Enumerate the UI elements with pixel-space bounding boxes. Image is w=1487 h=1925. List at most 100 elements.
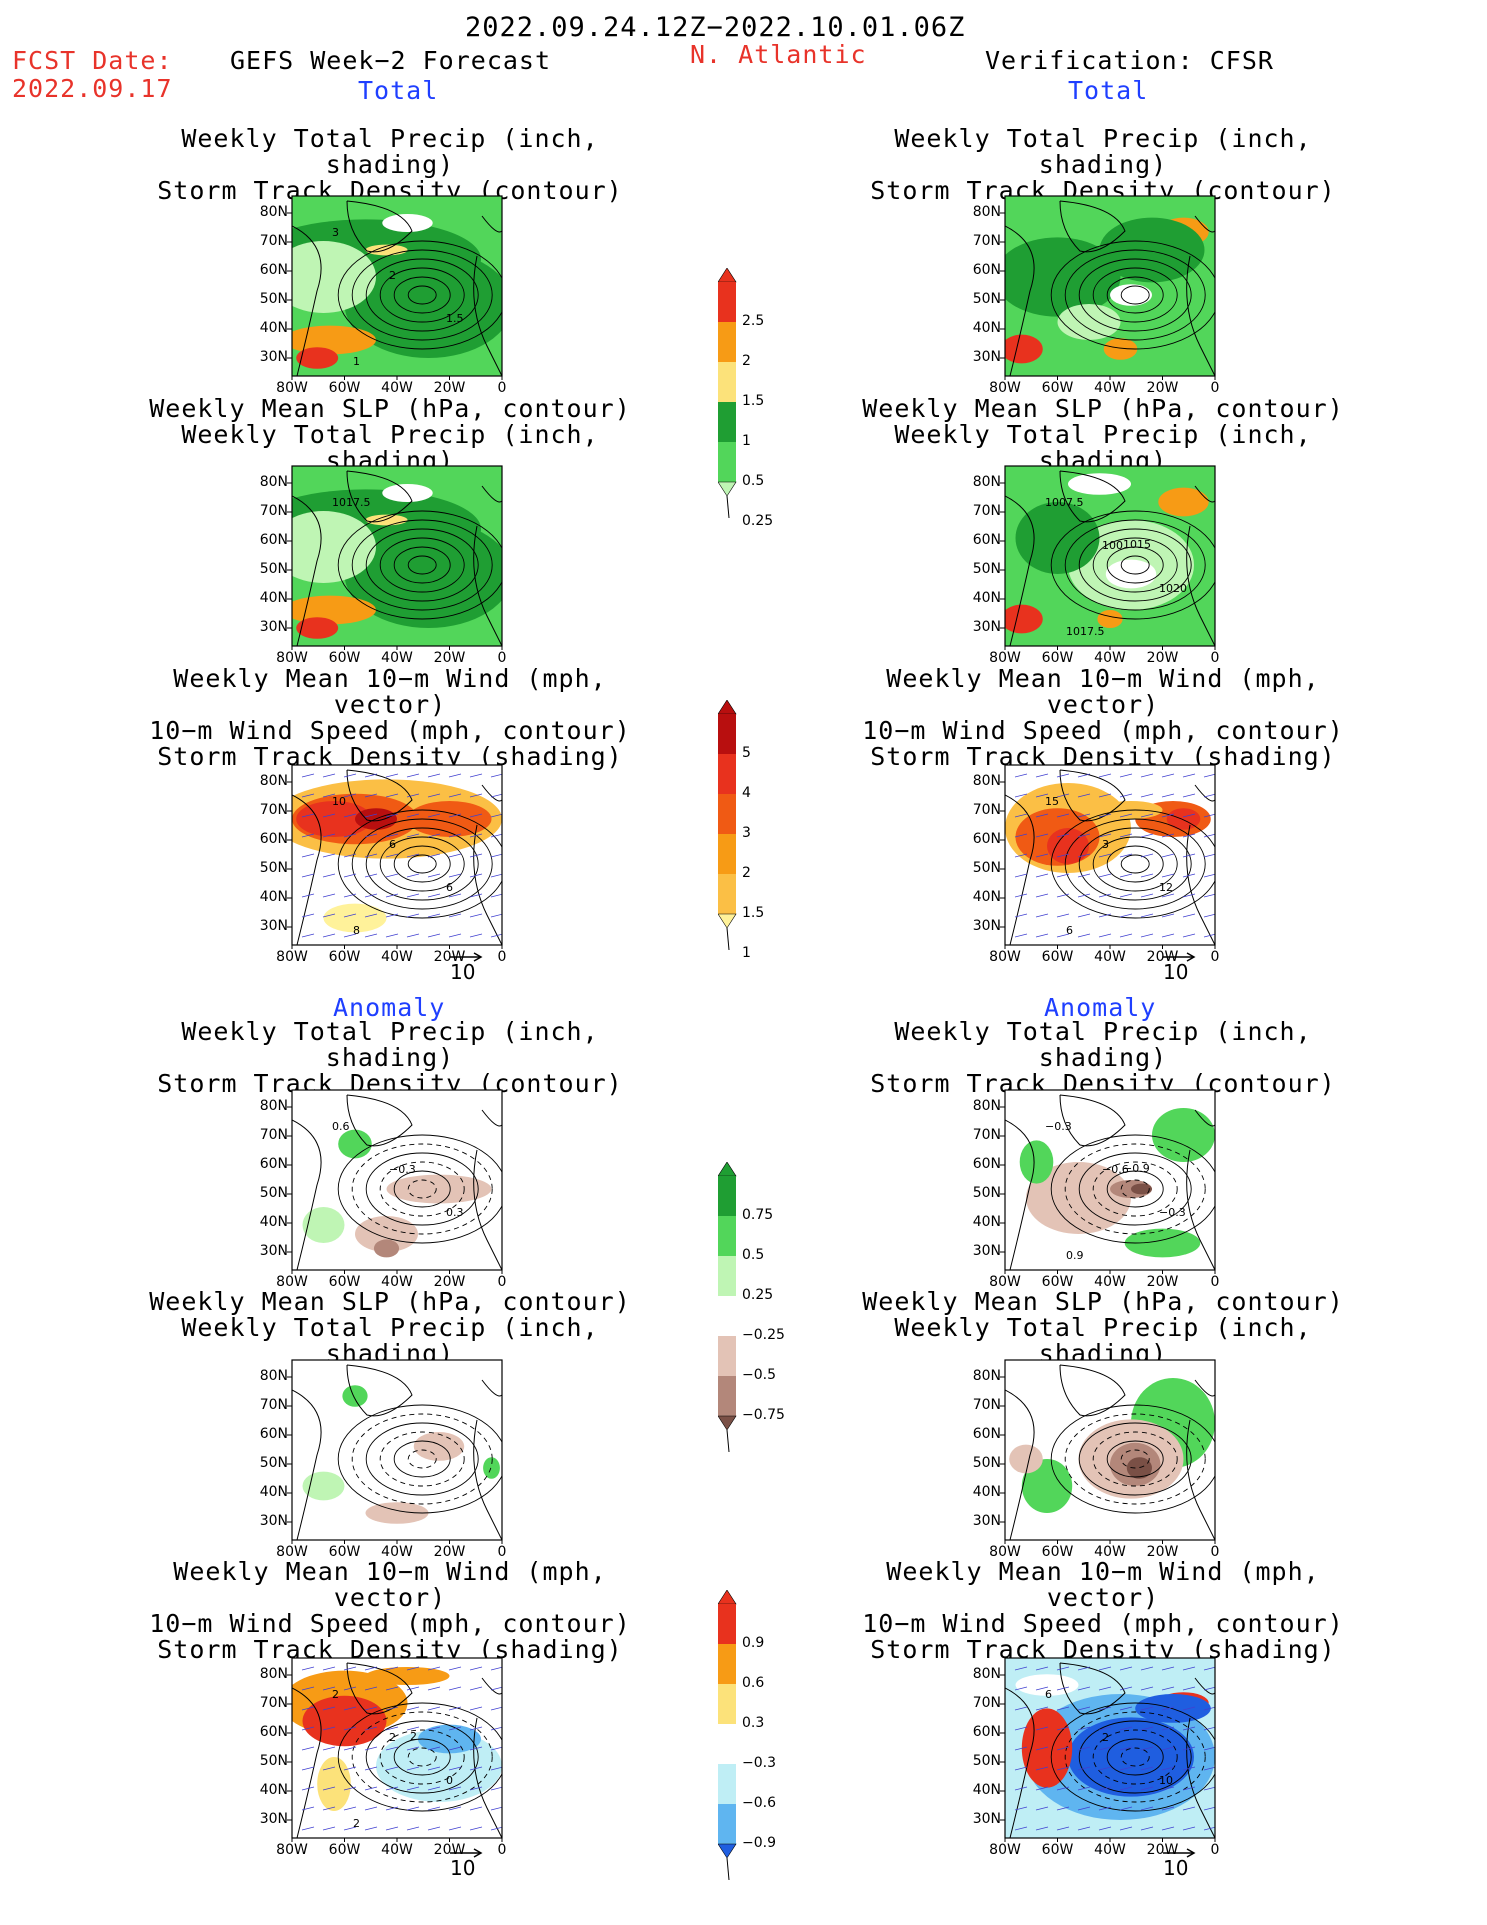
wind-vector <box>1035 1706 1049 1711</box>
contour-line <box>337 240 502 350</box>
wind-vector <box>1098 1686 1112 1691</box>
lat-tick-label: 40N <box>972 889 1001 905</box>
section-total-right: Total <box>1068 76 1149 105</box>
lat-tick-label: 30N <box>259 1513 288 1529</box>
coastline <box>481 1109 502 1127</box>
wind-vector <box>490 1806 502 1811</box>
shading-region <box>292 595 376 625</box>
wind-vector <box>1119 1726 1133 1731</box>
wind-vector <box>1182 1706 1196 1711</box>
shading-region <box>1068 473 1131 495</box>
contour-line <box>407 555 437 575</box>
coastline <box>481 215 502 233</box>
wind-vector <box>1014 1766 1028 1771</box>
contour-line <box>1078 1152 1192 1226</box>
colorbar-label: 2 <box>742 865 751 881</box>
lon-tick-label: 60W <box>328 650 361 666</box>
coastline <box>1059 470 1126 523</box>
colorbar-swatch <box>718 1376 736 1416</box>
coastline <box>346 470 413 523</box>
coastline <box>481 1677 502 1695</box>
title-ver-slp-precip: Weekly Mean SLP (hPa, contour) Weekly To… <box>843 396 1363 474</box>
colorbar-label: 4 <box>742 785 751 801</box>
contour-label: 0.3 <box>446 1206 464 1219</box>
lat-tick-label: 40N <box>259 590 288 606</box>
wind-vector <box>1182 833 1196 838</box>
wind-vector <box>1203 853 1215 858</box>
wind-vector <box>1182 1686 1196 1691</box>
wind-vector <box>1098 793 1112 798</box>
wind-vector <box>1056 1706 1070 1711</box>
verification-title: Verification: CFSR <box>985 46 1274 75</box>
coastline <box>292 1687 322 1838</box>
wind-vector <box>364 1806 378 1811</box>
colorbar-svg <box>717 1161 737 1453</box>
wind-vector <box>1119 1786 1133 1791</box>
wind-vector <box>1119 1706 1133 1711</box>
wind-vector <box>1119 913 1133 918</box>
wind-vector <box>406 1666 420 1671</box>
lat-tick-label: 50N <box>259 1185 288 1201</box>
wind-vector <box>1140 1726 1154 1731</box>
lat-tick-label: 80N <box>259 1666 288 1682</box>
wind-vector <box>343 1746 357 1751</box>
contour-line <box>379 267 465 323</box>
contour-label: 8 <box>353 924 360 937</box>
lon-tick-label: 0 <box>497 1274 507 1290</box>
lon-tick-label: 20W <box>1146 380 1179 396</box>
coastline <box>1005 794 1035 945</box>
wind-vector <box>1161 1786 1175 1791</box>
wind-vector <box>1056 793 1070 798</box>
colorbar-label: 0.5 <box>742 1247 765 1263</box>
contour-label: 2 <box>389 269 396 282</box>
shading-region <box>338 1129 372 1159</box>
title-line: Weekly Total Precip (inch, shading) <box>894 1017 1312 1072</box>
wind-vector <box>448 1706 462 1711</box>
wind-vector <box>1056 1786 1070 1791</box>
coastline <box>1005 1389 1035 1540</box>
wind-vector <box>406 1726 420 1731</box>
wind-vector <box>364 1786 378 1791</box>
wind-vector <box>1098 1726 1112 1731</box>
contour-label: 0.6 <box>332 1120 350 1133</box>
coastline <box>1005 495 1035 646</box>
shading-region <box>386 1174 492 1204</box>
lon-tick-label: 0 <box>1210 380 1220 396</box>
contour-line <box>337 1702 502 1812</box>
wind-vector <box>427 813 441 818</box>
contour-label: 15 <box>1045 795 1059 808</box>
wind-vector <box>469 873 483 878</box>
wind-vector <box>1161 853 1175 858</box>
coastline <box>1194 215 1215 233</box>
wind-vector <box>385 873 399 878</box>
lon-tick-label: 60W <box>1041 650 1074 666</box>
wind-vector <box>1077 1706 1091 1711</box>
contour-line <box>365 258 479 332</box>
map-fc-wind-track: 10 6 6 8 80N 70N 60N 50N 40N 30N 80W 60W 40W 20W 0 <box>250 755 510 965</box>
wind-vector <box>1056 893 1070 898</box>
wind-vector <box>1119 1806 1133 1811</box>
wind-vector <box>1140 1706 1154 1711</box>
wind-vector <box>1014 873 1028 878</box>
contour-line <box>1106 1440 1164 1478</box>
wind-vector <box>364 893 378 898</box>
lon-tick-label: 80W <box>276 650 308 666</box>
lat-tick-label: 40N <box>259 1484 288 1500</box>
wind-vector <box>343 853 357 858</box>
shading-region <box>1103 338 1138 360</box>
wind-vector <box>322 893 336 898</box>
wind-vector <box>469 1786 483 1791</box>
wind-vector <box>1182 793 1196 798</box>
lat-tick-label: 30N <box>972 619 1001 635</box>
wind-vector <box>1203 933 1215 938</box>
wind-vector <box>1140 773 1154 778</box>
wind-vector <box>427 1786 441 1791</box>
contour-line <box>393 1440 451 1478</box>
wind-vector <box>469 773 483 778</box>
wind-vector <box>1119 1766 1133 1771</box>
colorbar-arrow <box>717 1161 737 1177</box>
contour-line <box>1050 809 1215 919</box>
contour-line <box>1064 249 1206 341</box>
wind-vector <box>490 893 502 898</box>
wind-vector <box>1203 1686 1215 1691</box>
